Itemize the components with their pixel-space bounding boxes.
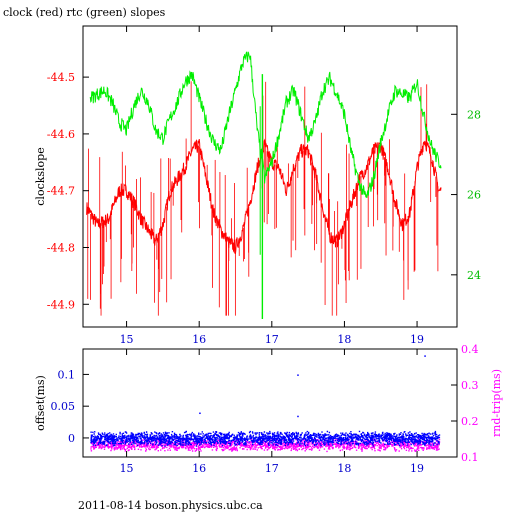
offset-outlier-point: [297, 374, 299, 376]
clock-slope-line: [86, 138, 442, 254]
top-y-axis-label: clockslope: [34, 147, 47, 205]
bottom-y2-axis-label: rnd-trip(ms): [490, 369, 503, 437]
footer-text: 2011-08-14 boson.physics.ubc.ca: [78, 499, 263, 512]
bottom-y2-tick-label: 0.4: [461, 343, 479, 356]
top-y-tick-label: -44.7: [47, 185, 75, 198]
top-y2-tick-label: 28: [467, 108, 481, 121]
top-x-tick-label: 16: [192, 333, 206, 346]
bottom-y2-tick-label: 0.1: [461, 451, 479, 464]
bottom-x-tick-label: 15: [120, 462, 134, 475]
offset-points: [90, 430, 441, 447]
bottom-y-axis-label: offset(ms): [34, 375, 47, 431]
top-y-tick-label: -44.6: [47, 128, 75, 141]
chart-title: clock (red) rtc (green) slopes: [3, 6, 166, 19]
bottom-x-tick-label: 19: [410, 462, 424, 475]
bottom-x-tick-label: 18: [337, 462, 351, 475]
top-y2-tick-label: 26: [467, 189, 481, 202]
offset-outlier-point: [297, 415, 299, 418]
bottom-y2-tick-label: 0.3: [461, 379, 479, 392]
top-y-tick-label: -44.8: [47, 241, 75, 254]
bottom-x-tick-label: 16: [192, 462, 206, 475]
top-x-tick-label: 18: [337, 333, 351, 346]
top-x-tick-label: 17: [265, 333, 279, 346]
bottom-y-tick-label: 0: [68, 432, 75, 445]
top-y2-tick-label: 24: [467, 269, 481, 282]
bottom-y2-tick-label: 0.2: [461, 415, 479, 428]
bottom-y-tick-label: 0.05: [51, 400, 76, 413]
top-x-tick-label: 15: [120, 333, 134, 346]
bottom-x-tick-label: 17: [265, 462, 279, 475]
top-panel-frame: [82, 25, 458, 328]
top-y-tick-label: -44.9: [47, 298, 75, 311]
bottom-y-tick-label: 0.1: [58, 368, 76, 381]
offset-outlier-point: [424, 355, 426, 357]
offset-outlier-point: [199, 412, 201, 415]
top-x-tick-label: 19: [410, 333, 424, 346]
top-y-tick-label: -44.5: [47, 71, 75, 84]
bottom-panel-frame: [82, 348, 458, 458]
rtc-slope-line: [89, 51, 442, 198]
